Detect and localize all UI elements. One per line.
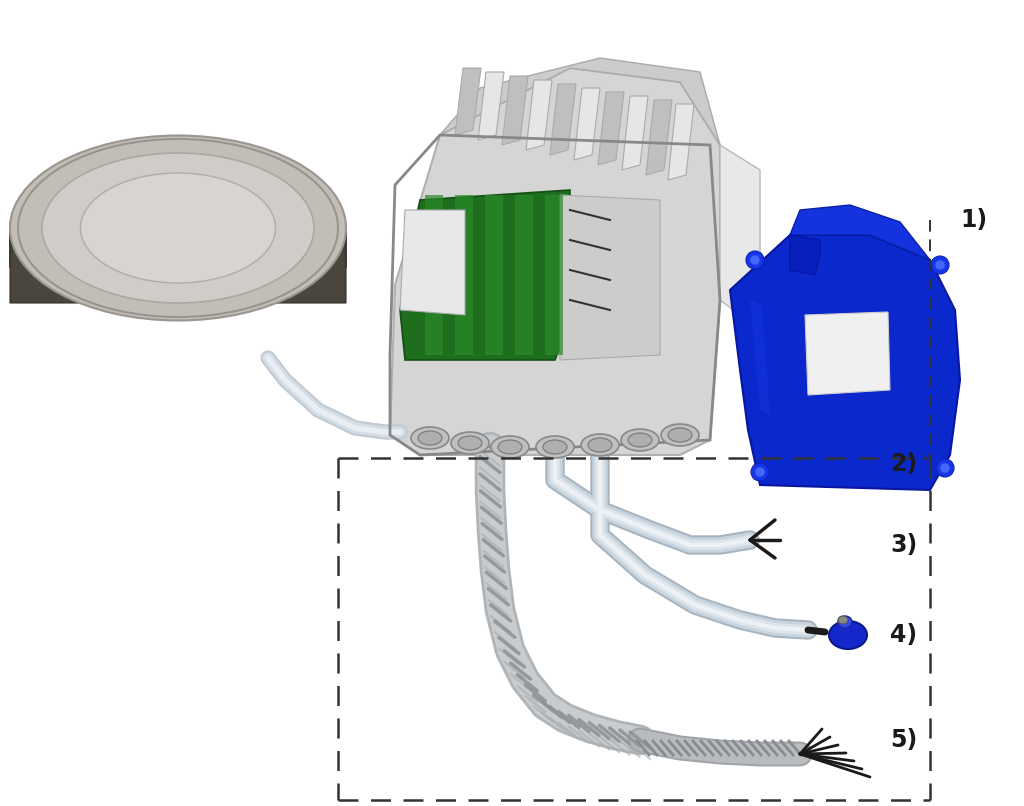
Polygon shape: [805, 312, 890, 395]
Polygon shape: [550, 84, 575, 155]
Ellipse shape: [418, 431, 442, 445]
Polygon shape: [282, 260, 325, 278]
Ellipse shape: [451, 432, 489, 454]
Ellipse shape: [490, 436, 529, 458]
Polygon shape: [189, 143, 211, 164]
Polygon shape: [99, 285, 131, 307]
Circle shape: [755, 467, 765, 477]
Ellipse shape: [581, 434, 618, 456]
Ellipse shape: [42, 153, 314, 303]
Circle shape: [940, 463, 950, 473]
Polygon shape: [485, 195, 503, 355]
Polygon shape: [400, 190, 570, 360]
Ellipse shape: [838, 616, 852, 628]
Polygon shape: [455, 68, 481, 135]
Polygon shape: [515, 195, 534, 355]
Ellipse shape: [543, 440, 567, 454]
Polygon shape: [60, 275, 99, 296]
Polygon shape: [440, 58, 720, 145]
Ellipse shape: [668, 428, 692, 442]
Text: 1): 1): [961, 208, 987, 232]
Polygon shape: [256, 160, 295, 181]
Polygon shape: [478, 72, 504, 140]
Ellipse shape: [536, 436, 574, 458]
Polygon shape: [299, 243, 342, 256]
Polygon shape: [189, 292, 211, 313]
Circle shape: [931, 256, 949, 274]
Polygon shape: [790, 205, 930, 260]
Polygon shape: [224, 285, 256, 307]
Text: 3): 3): [890, 533, 918, 557]
Polygon shape: [545, 195, 563, 355]
Ellipse shape: [10, 135, 346, 321]
Polygon shape: [790, 235, 820, 275]
Polygon shape: [224, 148, 256, 171]
Circle shape: [750, 255, 760, 265]
Ellipse shape: [628, 433, 652, 447]
Polygon shape: [646, 100, 672, 175]
Polygon shape: [14, 243, 57, 256]
Polygon shape: [455, 195, 473, 355]
Polygon shape: [306, 223, 346, 233]
Polygon shape: [622, 96, 648, 170]
Polygon shape: [256, 275, 295, 296]
Ellipse shape: [838, 616, 848, 624]
Polygon shape: [502, 76, 528, 145]
Polygon shape: [32, 260, 75, 278]
Polygon shape: [10, 228, 346, 313]
Polygon shape: [390, 68, 720, 455]
Polygon shape: [14, 199, 57, 214]
Ellipse shape: [411, 427, 449, 449]
Polygon shape: [99, 148, 131, 171]
Polygon shape: [10, 143, 346, 303]
Polygon shape: [282, 178, 325, 196]
Polygon shape: [144, 292, 167, 313]
Ellipse shape: [662, 424, 699, 446]
Text: 2): 2): [890, 452, 918, 476]
Polygon shape: [60, 160, 99, 181]
Polygon shape: [400, 210, 465, 315]
Circle shape: [751, 463, 769, 481]
Polygon shape: [750, 300, 770, 415]
Polygon shape: [425, 195, 443, 355]
Polygon shape: [299, 199, 342, 214]
Ellipse shape: [458, 436, 482, 450]
Ellipse shape: [588, 438, 612, 452]
Ellipse shape: [498, 440, 522, 454]
Polygon shape: [598, 92, 624, 165]
Text: 5): 5): [890, 728, 918, 752]
Circle shape: [936, 459, 954, 477]
Polygon shape: [730, 235, 961, 490]
Polygon shape: [668, 104, 694, 180]
Polygon shape: [560, 195, 660, 360]
Polygon shape: [144, 143, 167, 164]
Polygon shape: [10, 223, 50, 233]
Ellipse shape: [829, 621, 867, 649]
Circle shape: [935, 260, 945, 270]
Polygon shape: [574, 88, 600, 160]
Polygon shape: [720, 145, 760, 330]
Ellipse shape: [621, 429, 659, 451]
Ellipse shape: [81, 173, 275, 283]
Polygon shape: [32, 178, 75, 196]
Polygon shape: [526, 80, 552, 150]
Text: 4): 4): [890, 623, 918, 647]
Circle shape: [746, 251, 764, 269]
